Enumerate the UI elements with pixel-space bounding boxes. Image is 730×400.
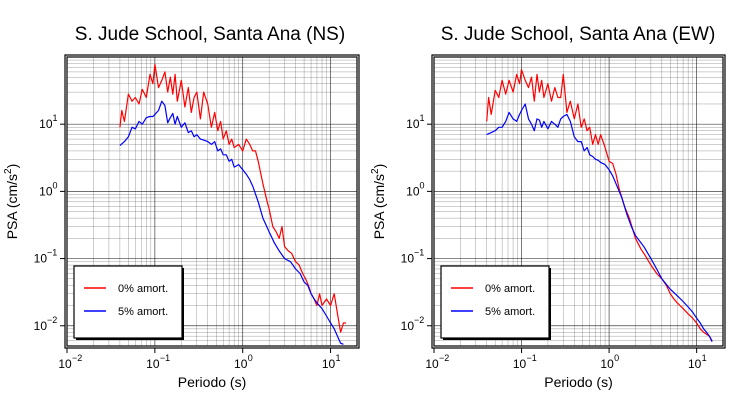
x-tick-label: 10 (425, 357, 439, 371)
legend-label: 5% amort. (485, 306, 535, 318)
y-tick-exponent: −2 (414, 315, 424, 325)
y-tick-exponent: 1 (53, 113, 58, 123)
y-tick-label: 10 (39, 184, 53, 198)
x-tick-exponent: −2 (439, 353, 449, 363)
x-tick-exponent: 0 (614, 353, 619, 363)
x-tick-exponent: 1 (336, 353, 341, 363)
legend: 0% amort. 5% amort. (440, 265, 551, 340)
x-tick-label: 10 (322, 357, 336, 371)
chart-title: S. Jude School, Santa Ana (NS) (75, 24, 345, 45)
y-tick-exponent: 0 (53, 180, 58, 190)
legend: 0% amort. 5% amort. (73, 265, 184, 340)
chart-panel-1: S. Jude School, Santa Ana (NS)10 −2 10 −1 10… (3, 24, 360, 390)
legend-label: 0% amort. (485, 283, 535, 295)
y-tick-label: 10 (34, 252, 48, 266)
x-tick-exponent: 0 (248, 353, 253, 363)
x-tick-exponent: −2 (72, 353, 82, 363)
x-tick-exponent: −1 (527, 353, 537, 363)
y-tick-exponent: −1 (414, 248, 424, 258)
grid (433, 56, 724, 347)
series-line-undamped (486, 68, 713, 342)
x-tick-label: 10 (146, 357, 160, 371)
x-tick-exponent: 1 (702, 353, 707, 363)
y-axis-label: PSA (cm/s2) (3, 164, 20, 240)
x-tick-label: 10 (58, 357, 72, 371)
chart-title: S. Jude School, Santa Ana (EW) (441, 24, 716, 45)
series-line-damped (486, 103, 713, 342)
y-axis-label: PSA (cm/s2) (370, 164, 387, 240)
svg-text:PSA (cm/s2): PSA (cm/s2) (370, 164, 387, 240)
y-tick-exponent: 1 (420, 113, 425, 123)
legend-label: 5% amort. (118, 306, 168, 318)
y-tick-label: 10 (401, 319, 415, 333)
x-tick-label: 10 (688, 357, 702, 371)
y-tick-label: 10 (34, 319, 48, 333)
y-tick-label: 10 (39, 117, 53, 131)
plot-frame (66, 56, 358, 347)
plot-frame (433, 56, 724, 347)
chart-panel-2: S. Jude School, Santa Ana (EW)10 −2 10 −1 10… (370, 24, 726, 390)
x-tick-label: 10 (600, 357, 614, 371)
x-tick-label: 10 (513, 357, 527, 371)
plot-frame-outer (64, 54, 360, 349)
plot-frame-outer (431, 54, 726, 349)
y-tick-label: 10 (406, 117, 420, 131)
legend-label: 0% amort. (118, 283, 168, 295)
x-axis-label: Periodo (s) (544, 374, 612, 390)
series-line-damped (119, 100, 344, 345)
y-tick-label: 10 (401, 252, 415, 266)
legend-box (73, 265, 183, 339)
legend-box (440, 265, 550, 339)
x-tick-label: 10 (234, 357, 248, 371)
y-tick-exponent: −2 (47, 315, 57, 325)
y-tick-exponent: −1 (47, 248, 57, 258)
x-tick-exponent: −1 (160, 353, 170, 363)
y-tick-label: 10 (406, 184, 420, 198)
x-axis-label: Periodo (s) (178, 374, 246, 390)
y-tick-exponent: 0 (420, 180, 425, 190)
svg-text:PSA (cm/s2): PSA (cm/s2) (3, 164, 20, 240)
